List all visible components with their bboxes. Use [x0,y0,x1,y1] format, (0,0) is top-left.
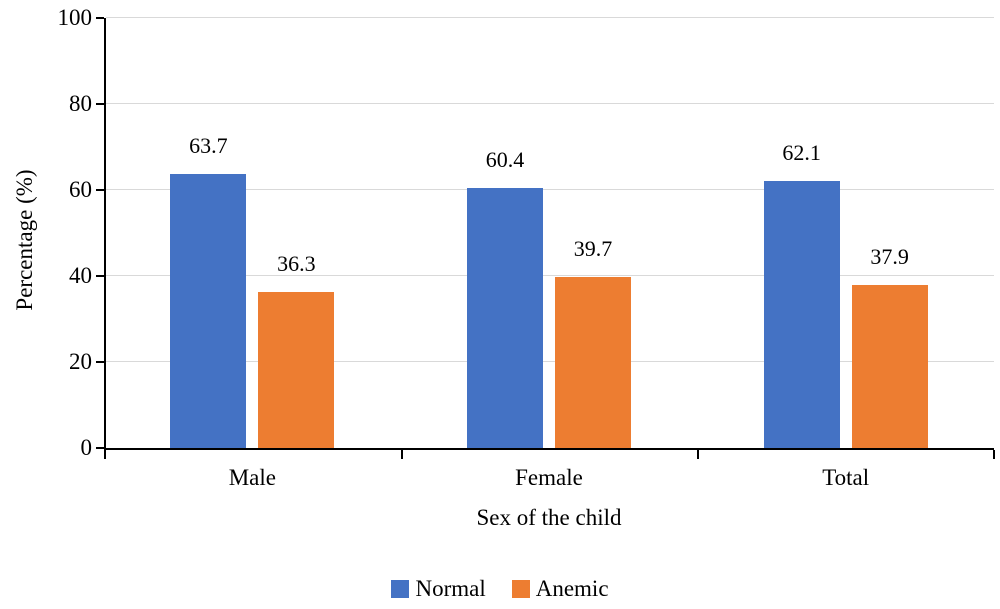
category-group-female: 60.4 39.7 [401,18,698,448]
value-label-anemic-male: 36.3 [277,250,316,276]
category-group-male: 63.7 36.3 [104,18,401,448]
y-axis-tick-100 [96,17,104,19]
value-label-anemic-total: 37.9 [870,244,909,270]
y-axis-tick-0 [96,447,104,449]
x-tick-label-total: Total [822,465,870,490]
legend-swatch-anemic [511,580,530,598]
legend-swatch-normal [391,580,410,598]
bar-normal-female [466,188,543,448]
x-axis-tick-2 [697,450,699,459]
y-axis-tick-20 [96,361,104,363]
gridline-60 [106,189,994,190]
x-tick-label-male: Male [228,465,276,490]
value-label-normal-total: 62.1 [782,139,821,165]
x-axis-tick-1 [401,450,403,459]
bar-normal-total [763,180,840,448]
value-label-normal-female: 60.4 [485,147,525,173]
y-tick-label-100: 100 [57,5,93,30]
y-tick-label-80: 80 [69,91,92,116]
value-label-anemic-female: 39.7 [573,236,613,262]
y-axis-tick-80 [96,103,104,105]
legend-label-anemic: Anemic [535,576,609,601]
y-tick-label-20: 20 [69,349,92,374]
x-axis-title: Sex of the child [476,505,622,530]
y-axis-line [104,18,106,450]
legend: Normal Anemic [0,576,1000,602]
gridline-40 [106,275,994,276]
bar-anemic-female [554,277,631,448]
bar-anemic-total [851,285,928,448]
gridline-20 [106,361,994,362]
gridline-80 [106,103,994,104]
value-label-normal-male: 63.7 [189,133,228,159]
y-tick-label-60: 60 [69,177,92,202]
y-tick-label-0: 0 [80,435,93,460]
bar-normal-male [170,174,247,448]
legend-item-anemic: Anemic [511,576,609,602]
bar-anemic-male [258,291,335,448]
legend-item-normal: Normal [391,576,486,602]
legend-label-normal: Normal [415,576,486,601]
y-axis-tick-40 [96,275,104,277]
y-axis-tick-60 [96,189,104,191]
category-group-total: 62.1 37.9 [697,18,994,448]
y-tick-label-40: 40 [69,263,92,288]
x-axis-line [104,448,994,450]
x-axis-tick-3 [993,450,995,459]
x-axis-tick-0 [104,450,106,459]
x-tick-label-female: Female [515,465,583,490]
gridline-100 [106,17,994,18]
